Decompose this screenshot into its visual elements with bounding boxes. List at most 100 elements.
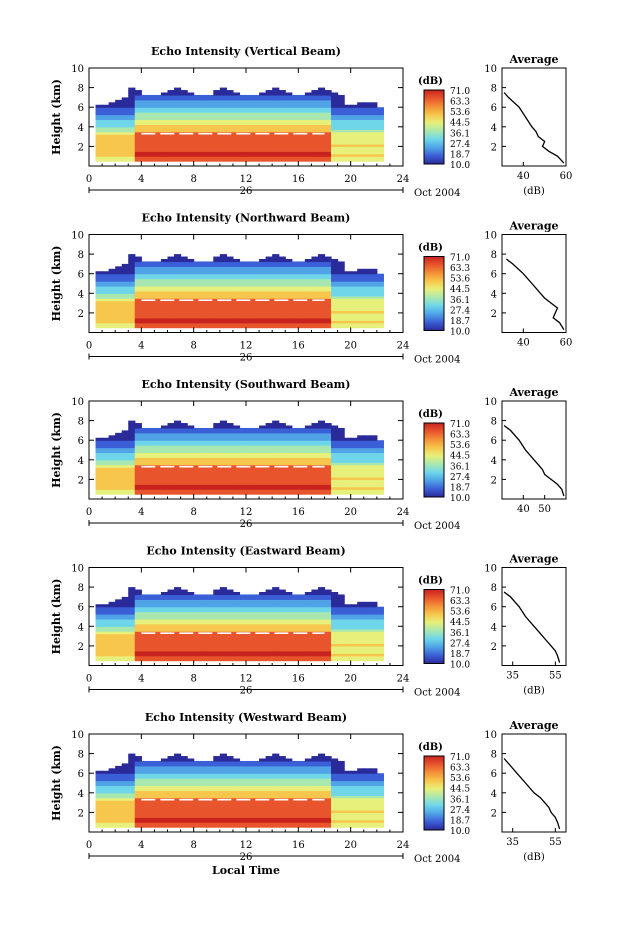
heatmap-cell — [135, 90, 142, 93]
y-axis-label: Height (km) — [50, 79, 63, 155]
colorbar-tick-label: 36.1 — [450, 462, 470, 472]
heatmap-cell — [154, 594, 161, 597]
heatmap-cell — [122, 597, 129, 600]
x-tick-label: 24 — [397, 341, 410, 352]
y-tick-label: 10 — [71, 64, 84, 75]
month-label: Oct 2004 — [414, 521, 460, 532]
heatmap-cell — [168, 90, 175, 93]
y-axis-label: Height (km) — [50, 246, 63, 322]
average-profile-line — [504, 93, 564, 164]
heatmap-cell — [298, 261, 305, 264]
x-tick-label: 8 — [190, 174, 196, 185]
heatmap-cell — [174, 587, 181, 590]
colorbar-tick-label: 10.0 — [450, 161, 470, 171]
heatmap-cell — [311, 257, 318, 260]
heatmap-cell — [344, 105, 351, 108]
colorbar-tick-label: 53.6 — [450, 275, 470, 285]
y-axis-label: Height (km) — [50, 412, 63, 488]
heatmap-cell — [259, 592, 266, 595]
avg-y-tick-label: 2 — [491, 309, 497, 320]
heatmap-cell — [181, 90, 188, 93]
heatmap-cell — [102, 604, 109, 607]
avg-x-tick-label: 40 — [517, 504, 530, 515]
heatmap-cell — [141, 95, 148, 98]
heatmap-cell — [187, 592, 194, 595]
heatmap-cell — [207, 428, 214, 431]
heatmap — [96, 88, 384, 162]
colorbar-tick-label: 71.0 — [450, 87, 470, 97]
heatmap-cell — [233, 592, 240, 595]
heatmap-cell — [338, 428, 345, 431]
heatmap-cell — [292, 594, 299, 597]
heatmap-cell — [128, 587, 135, 590]
colorbar-tick-label: 27.4 — [450, 140, 470, 150]
colorbar-tick-label: 44.5 — [450, 119, 470, 129]
colorbar-tick-label: 63.3 — [450, 431, 470, 441]
avg-y-tick-label: 2 — [491, 142, 497, 153]
heatmap-cell — [96, 604, 103, 607]
heatmap-cell — [135, 590, 142, 593]
heatmap-cell — [194, 428, 201, 431]
heatmap-cell — [220, 587, 227, 590]
avg-y-tick-label: 2 — [491, 475, 497, 486]
heatmap-cell — [292, 261, 299, 264]
heatmap-cell — [259, 259, 266, 262]
heatmap-cell — [161, 426, 168, 429]
heatmap-cell — [285, 426, 292, 429]
heatmap-cell — [200, 428, 207, 431]
avg-y-tick-label: 4 — [491, 123, 497, 134]
heatmap-cell — [305, 592, 312, 595]
x-tick-label: 20 — [344, 174, 357, 185]
heatmap-cell — [200, 261, 207, 264]
heatmap-cell — [122, 264, 129, 267]
heatmap-cell — [351, 271, 358, 274]
heatmap-cell — [128, 88, 135, 91]
colorbar-tick-label: 18.7 — [450, 483, 470, 493]
y-tick-label: 2 — [78, 475, 84, 486]
heatmap-cell — [226, 257, 233, 260]
x-tick-label: 0 — [86, 174, 92, 185]
heatmap-cell — [318, 88, 325, 91]
heatmap-cell — [318, 587, 325, 590]
colorbar-tick-label: 44.5 — [450, 452, 470, 462]
colorbar — [424, 423, 444, 497]
heatmap-cell — [298, 428, 305, 431]
heatmap — [96, 587, 384, 661]
heatmap-cell — [233, 93, 240, 96]
heatmap-cell — [141, 594, 148, 597]
avg-y-tick-label: 8 — [491, 84, 497, 95]
colorbar-tick-label: 71.0 — [450, 254, 470, 264]
heatmap-cell — [187, 259, 194, 262]
heatmap-cell — [128, 421, 135, 424]
heatmap-cell — [338, 594, 345, 597]
y-tick-label: 2 — [78, 309, 84, 320]
heatmap-cell — [168, 590, 175, 593]
heatmap-cell — [115, 266, 122, 269]
avg-x-tick-label: 50 — [538, 504, 551, 515]
heatmap-cell — [194, 594, 201, 597]
avg-x-tick-label: 40 — [517, 171, 530, 182]
heatmap-cell — [266, 257, 273, 260]
x-tick-label: 12 — [240, 507, 253, 518]
average-profile-line — [506, 259, 564, 330]
heatmap-cell — [154, 95, 161, 98]
heatmap-cell — [357, 435, 364, 438]
heatmap-cell — [325, 257, 332, 260]
heatmap-cell — [246, 261, 253, 264]
y-tick-label: 8 — [78, 417, 84, 428]
y-tick-label: 4 — [78, 456, 84, 467]
avg-y-tick-label: 10 — [484, 397, 497, 408]
heatmap-cell — [148, 261, 155, 264]
x-tick-label: 24 — [397, 507, 410, 518]
heatmap-cell — [357, 269, 364, 272]
heatmap-cell — [148, 95, 155, 98]
x-tick-label: 16 — [292, 507, 305, 518]
heatmap-cell — [174, 254, 181, 257]
heatmap-cell — [338, 95, 345, 98]
heatmap-cell — [220, 88, 227, 91]
heatmap-cell — [200, 594, 207, 597]
avg-y-tick-label: 4 — [491, 456, 497, 467]
